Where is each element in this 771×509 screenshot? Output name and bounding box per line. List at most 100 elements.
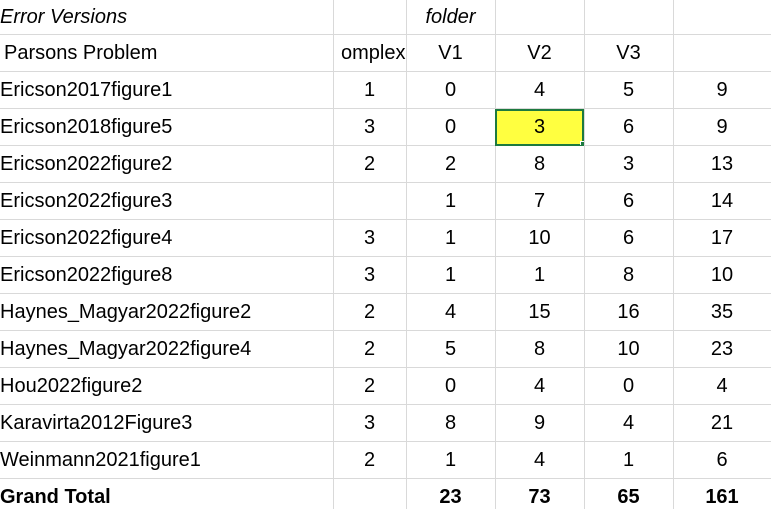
empty-cell[interactable] <box>495 0 585 35</box>
v2-cell[interactable]: 7 <box>495 182 585 220</box>
grand-total-v1-cell[interactable]: 23 <box>406 478 496 509</box>
complex-cell[interactable]: 2 <box>333 330 407 368</box>
v3-cell[interactable]: 16 <box>584 293 674 331</box>
problem-name-cell[interactable]: Haynes_Magyar2022figure4 <box>0 330 334 368</box>
table-row: Ericson2022figure3 1 7 6 14 <box>0 182 771 220</box>
v2-cell[interactable]: 10 <box>495 219 585 257</box>
total-cell[interactable]: 6 <box>673 441 771 479</box>
total-cell[interactable]: 21 <box>673 404 771 442</box>
complex-cell[interactable]: 2 <box>333 293 407 331</box>
complex-cell[interactable]: 2 <box>333 145 407 183</box>
problem-name-cell[interactable]: Ericson2022figure3 <box>0 182 334 220</box>
error-versions-cell[interactable]: Error Versions <box>0 0 334 35</box>
total-header[interactable] <box>673 34 771 72</box>
v1-cell[interactable]: 2 <box>406 145 496 183</box>
header-row-1: Error Versions folder <box>0 0 771 35</box>
v3-cell[interactable]: 0 <box>584 367 674 405</box>
v3-cell[interactable]: 3 <box>584 145 674 183</box>
grand-total-v3-cell[interactable]: 65 <box>584 478 674 509</box>
grand-total-complex-cell[interactable] <box>333 478 407 509</box>
v2-cell[interactable]: 4 <box>495 441 585 479</box>
table-row: Ericson2017figure1 1 0 4 5 9 <box>0 71 771 109</box>
table-row: Ericson2022figure8 3 1 1 8 10 <box>0 256 771 294</box>
grand-total-total-cell[interactable]: 161 <box>673 478 771 509</box>
table-row: Ericson2022figure2 2 2 8 3 13 <box>0 145 771 183</box>
problem-name-cell[interactable]: Ericson2022figure4 <box>0 219 334 257</box>
v2-cell[interactable]: 1 <box>495 256 585 294</box>
v2-header[interactable]: V2 <box>495 34 585 72</box>
v1-cell[interactable]: 1 <box>406 441 496 479</box>
empty-cell[interactable] <box>333 0 407 35</box>
grand-total-row: Grand Total 23 73 65 161 <box>0 478 771 509</box>
header-row-2: Parsons Problem omplex V1 V2 V3 <box>0 34 771 72</box>
v3-cell[interactable]: 6 <box>584 219 674 257</box>
table-row: Ericson2022figure4 3 1 10 6 17 <box>0 219 771 257</box>
v1-cell[interactable]: 0 <box>406 108 496 146</box>
total-cell[interactable]: 13 <box>673 145 771 183</box>
problem-name-cell[interactable]: Karavirta2012Figure3 <box>0 404 334 442</box>
table-row: Haynes_Magyar2022figure2 2 4 15 16 35 <box>0 293 771 331</box>
total-cell[interactable]: 23 <box>673 330 771 368</box>
v2-cell[interactable]: 4 <box>495 71 585 109</box>
v1-cell[interactable]: 5 <box>406 330 496 368</box>
v2-cell[interactable]: 8 <box>495 145 585 183</box>
table-row: Hou2022figure2 2 0 4 0 4 <box>0 367 771 405</box>
problem-name-cell[interactable]: Haynes_Magyar2022figure2 <box>0 293 334 331</box>
total-cell[interactable]: 9 <box>673 108 771 146</box>
complex-cell[interactable] <box>333 182 407 220</box>
fill-handle[interactable] <box>579 141 583 145</box>
grand-total-v2-cell[interactable]: 73 <box>495 478 585 509</box>
complex-cell[interactable]: 3 <box>333 404 407 442</box>
v2-cell[interactable]: 4 <box>495 367 585 405</box>
v3-cell[interactable]: 10 <box>584 330 674 368</box>
v1-cell[interactable]: 1 <box>406 256 496 294</box>
total-cell[interactable]: 14 <box>673 182 771 220</box>
v3-cell[interactable]: 8 <box>584 256 674 294</box>
problem-name-cell[interactable]: Ericson2022figure2 <box>0 145 334 183</box>
table-row: Karavirta2012Figure3 3 8 9 4 21 <box>0 404 771 442</box>
v1-cell[interactable]: 0 <box>406 71 496 109</box>
total-cell[interactable]: 17 <box>673 219 771 257</box>
total-cell[interactable]: 10 <box>673 256 771 294</box>
v2-cell[interactable]: 9 <box>495 404 585 442</box>
v1-header[interactable]: V1 <box>406 34 496 72</box>
complex-cell[interactable]: 1 <box>333 71 407 109</box>
v1-cell[interactable]: 1 <box>406 219 496 257</box>
folder-cell[interactable]: folder <box>406 0 496 35</box>
parsons-problem-header[interactable]: Parsons Problem <box>0 34 334 72</box>
v3-cell[interactable]: 1 <box>584 441 674 479</box>
table-row: Weinmann2021figure1 2 1 4 1 6 <box>0 441 771 479</box>
total-cell[interactable]: 9 <box>673 71 771 109</box>
empty-cell[interactable] <box>673 0 771 35</box>
v1-cell[interactable]: 1 <box>406 182 496 220</box>
v2-cell[interactable]: 15 <box>495 293 585 331</box>
problem-name-cell[interactable]: Ericson2017figure1 <box>0 71 334 109</box>
v3-header[interactable]: V3 <box>584 34 674 72</box>
problem-name-cell[interactable]: Ericson2022figure8 <box>0 256 334 294</box>
table-row: Ericson2018figure5 3 0 3 6 9 <box>0 108 771 146</box>
v1-cell[interactable]: 8 <box>406 404 496 442</box>
total-cell[interactable]: 4 <box>673 367 771 405</box>
grand-total-label[interactable]: Grand Total <box>0 478 334 509</box>
v1-cell[interactable]: 0 <box>406 367 496 405</box>
empty-cell[interactable] <box>584 0 674 35</box>
complex-cell[interactable]: 2 <box>333 367 407 405</box>
v3-cell[interactable]: 6 <box>584 108 674 146</box>
complex-cell[interactable]: 3 <box>333 219 407 257</box>
complex-cell[interactable]: 2 <box>333 441 407 479</box>
problem-name-cell[interactable]: Weinmann2021figure1 <box>0 441 334 479</box>
selected-cell[interactable]: 3 <box>495 108 585 146</box>
complex-cell[interactable]: 3 <box>333 108 407 146</box>
problem-name-cell[interactable]: Ericson2018figure5 <box>0 108 334 146</box>
v3-cell[interactable]: 6 <box>584 182 674 220</box>
v2-cell[interactable]: 8 <box>495 330 585 368</box>
v1-cell[interactable]: 4 <box>406 293 496 331</box>
complex-header[interactable]: omplex <box>333 34 407 72</box>
v3-cell[interactable]: 5 <box>584 71 674 109</box>
v3-cell[interactable]: 4 <box>584 404 674 442</box>
table-row: Haynes_Magyar2022figure4 2 5 8 10 23 <box>0 330 771 368</box>
complex-cell[interactable]: 3 <box>333 256 407 294</box>
total-cell[interactable]: 35 <box>673 293 771 331</box>
problem-name-cell[interactable]: Hou2022figure2 <box>0 367 334 405</box>
